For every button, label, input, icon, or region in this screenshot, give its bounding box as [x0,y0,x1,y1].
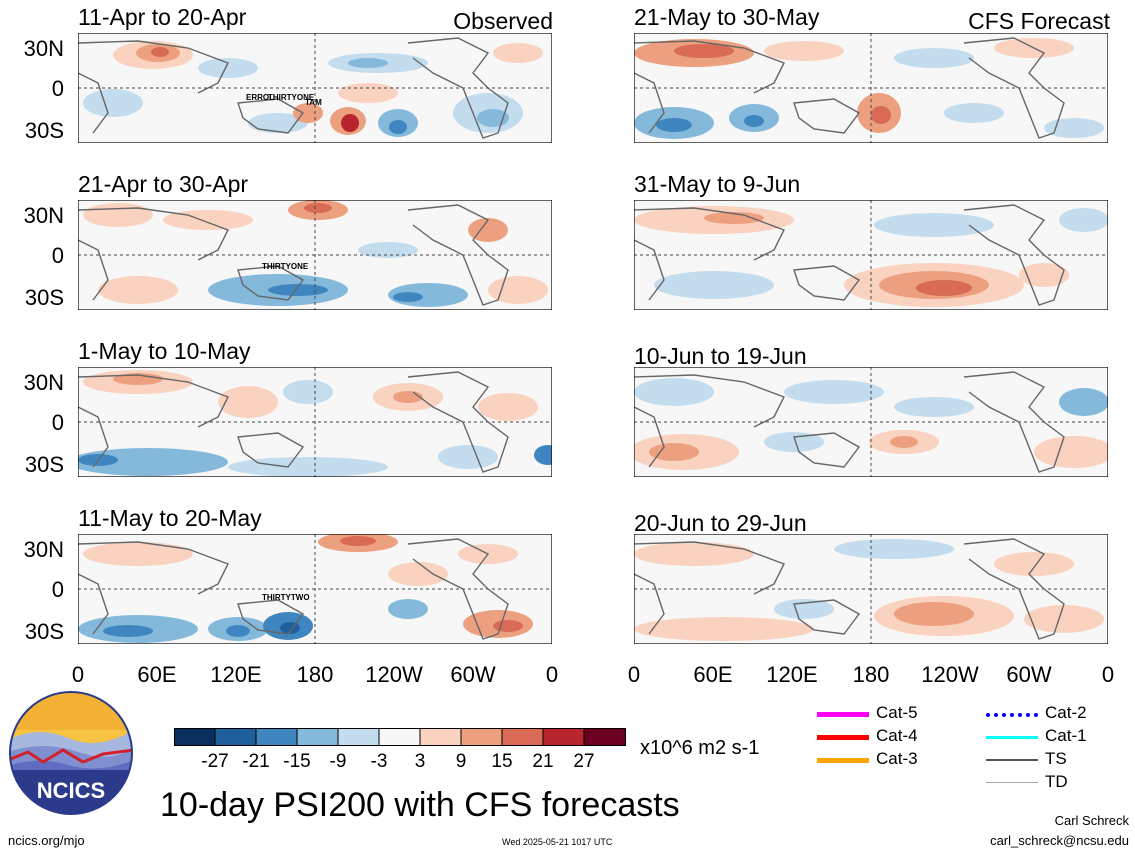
panel-title: 11-May to 20-May [78,505,262,531]
panel-title: 31-May to 9-Jun [634,171,801,197]
y-tick-label: 30N [23,203,64,228]
y-tick-label: 0 [51,410,64,435]
map-panel [78,33,552,143]
x-tick-label: 180 [296,662,334,687]
y-tick-label: 30S [24,285,64,310]
x-tick-label: 0 [71,662,85,687]
colorbar-swatch [338,728,379,746]
y-tick-label: 30S [24,118,64,143]
map-panel [78,367,552,477]
storm-label: THIRTYONE [262,262,309,271]
legend-line-cat1 [986,736,1038,739]
legend-label: Cat-2 [1045,703,1087,722]
colorbar-label: -15 [283,751,311,772]
colorbar-label: 27 [573,751,595,772]
main-title: 10-day PSI200 with CFS forecasts [160,786,680,824]
y-tick-label: 30S [24,619,64,644]
storm-label: TAM [305,98,322,107]
panel-corner-label: CFS Forecast [968,8,1110,34]
colorbar-swatch [584,728,626,746]
x-tick-label: 0 [1101,662,1115,687]
storm-label: THIRTYTWO [262,593,310,602]
legend-label: Cat-1 [1045,726,1087,745]
colorbar-swatch [461,728,502,746]
legend-line-cat3 [817,758,869,763]
panel-corner-label: Observed [453,8,553,34]
map-panel [634,367,1108,477]
legend-line-cat2 [986,713,1038,717]
map-panel [78,534,552,644]
colorbar-swatch [297,728,338,746]
legend-line-td [986,782,1038,783]
x-tick-label: 60E [137,662,177,687]
colorbar-label: 21 [532,751,554,772]
x-tick-label: 120W [365,662,423,687]
x-tick-label: 120E [766,662,818,687]
colorbar-label: 3 [414,751,426,772]
y-tick-label: 0 [51,76,64,101]
panel-title: 21-Apr to 30-Apr [78,171,249,197]
map-panel [634,200,1108,310]
panel-title: 10-Jun to 19-Jun [634,343,807,369]
colorbar-label: -9 [329,751,347,772]
logo-text: NCICS [37,778,105,803]
footer-author: Carl Schreck [1054,813,1129,828]
y-tick-label: 30S [24,452,64,477]
colorbar-swatch [543,728,584,746]
x-tick-label: 120W [921,662,979,687]
x-tick-label: 60W [450,662,496,687]
colorbar-label: -21 [242,751,270,772]
x-tick-label: 0 [627,662,641,687]
legend-label: Cat-5 [876,703,918,722]
legend-label: TS [1045,749,1067,768]
map-panel [634,534,1108,644]
y-tick-label: 0 [51,243,64,268]
colorbar [174,728,626,746]
y-tick-label: 30N [23,537,64,562]
footer-timestamp: Wed 2025-05-21 1017 UTC [502,837,613,847]
x-tick-label: 120E [210,662,262,687]
colorbar-swatch [174,728,215,746]
map-panel [634,33,1108,143]
colorbar-label: -3 [370,751,388,772]
legend-line-cat5 [817,712,869,717]
colorbar-label: 9 [455,751,467,772]
storm-label: ERROL [246,93,274,102]
colorbar-units: x10^6 m2 s-1 [640,737,760,759]
legend-label: Cat-3 [876,749,918,768]
x-tick-label: 60E [693,662,733,687]
x-tick-label: 0 [545,662,559,687]
colorbar-swatch [256,728,297,746]
colorbar-label: 15 [491,751,513,772]
x-tick-label: 60W [1006,662,1052,687]
map-panel [78,200,552,310]
legend-line-cat4 [817,735,869,740]
ncics-logo: NCICS [9,691,133,815]
colorbar-label: -27 [201,751,229,772]
panel-title: 11-Apr to 20-Apr [78,4,247,30]
x-tick-label: 180 [852,662,890,687]
footer-url: ncics.org/mjo [8,833,85,848]
panel-title: 21-May to 30-May [634,4,820,30]
panel-title: 20-Jun to 29-Jun [634,510,807,536]
legend-label: Cat-4 [876,726,918,745]
legend-label: TD [1045,772,1068,791]
colorbar-swatch [215,728,256,746]
y-tick-label: 30N [23,36,64,61]
colorbar-swatch [420,728,461,746]
footer-email: carl_schreck@ncsu.edu [990,833,1129,848]
legend-line-ts [986,759,1038,761]
y-tick-label: 0 [51,577,64,602]
colorbar-swatch [502,728,543,746]
panel-title: 1-May to 10-May [78,338,251,364]
y-tick-label: 30N [23,370,64,395]
storm-label: THIRTYONE [268,93,315,102]
colorbar-swatch [379,728,420,746]
